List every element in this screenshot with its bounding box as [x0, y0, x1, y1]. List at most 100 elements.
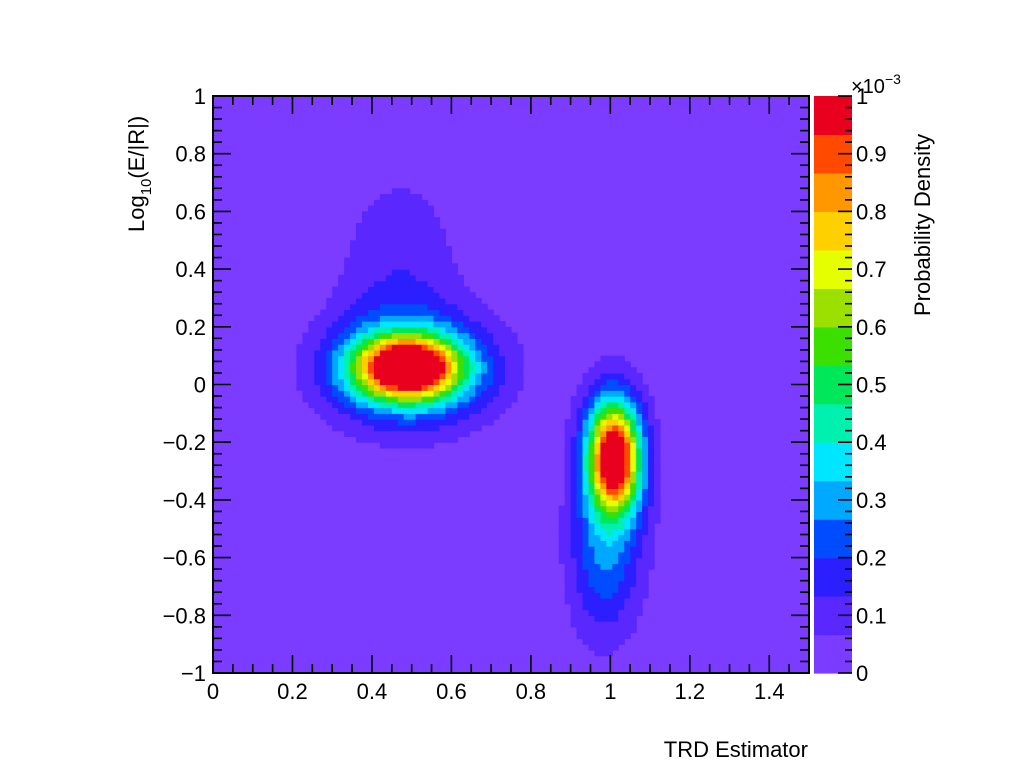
heatmap-cell — [487, 355, 494, 363]
heatmap-cell — [373, 280, 381, 288]
color-scale-segment — [814, 394, 852, 405]
heatmap-cell — [606, 361, 613, 368]
heatmap-cell — [385, 274, 393, 282]
heatmap-cell — [391, 251, 399, 259]
heatmap-cell — [421, 396, 429, 403]
heatmap-cell — [302, 378, 309, 386]
heatmap-cell — [600, 546, 607, 553]
heatmap-cell — [367, 349, 375, 357]
heatmap-cell — [612, 424, 619, 432]
heatmap-cell — [421, 372, 429, 380]
heatmap-cell — [397, 355, 405, 363]
heatmap-cell — [403, 211, 411, 218]
heatmap-cell — [433, 384, 441, 391]
heatmap-cell — [594, 644, 601, 651]
heatmap-cell — [564, 430, 572, 438]
heatmap-cell — [379, 292, 387, 299]
heatmap-cell — [612, 355, 619, 363]
heatmap-cell — [654, 476, 661, 484]
heatmap-cell — [421, 269, 429, 276]
heatmap-cell — [362, 378, 369, 386]
heatmap-cell — [475, 396, 482, 403]
heatmap-cell — [433, 424, 441, 432]
heatmap-cell — [463, 349, 470, 357]
heatmap-cell — [350, 292, 357, 299]
heatmap-cell — [630, 603, 637, 611]
heatmap-cell — [576, 615, 584, 622]
heatmap-cell — [362, 413, 369, 420]
heatmap-cell — [475, 309, 482, 316]
heatmap-cell — [642, 447, 649, 455]
heatmap-cell — [379, 228, 387, 236]
heatmap-cell — [397, 274, 405, 282]
heatmap-cell — [564, 482, 572, 489]
heatmap-cell — [511, 384, 518, 391]
heatmap-cell — [564, 447, 572, 455]
heatmap-cell — [373, 217, 381, 224]
heatmap-cell — [367, 240, 375, 247]
heatmap-cell — [427, 401, 435, 409]
heatmap-cell — [570, 574, 578, 582]
heatmap-cell — [475, 390, 482, 397]
heatmap-cell — [481, 303, 488, 311]
heatmap-cell — [612, 436, 619, 443]
heatmap-cell — [385, 436, 393, 443]
heatmap-cell — [630, 522, 637, 530]
heatmap-cell — [588, 551, 596, 559]
heatmap-cell — [612, 569, 619, 576]
heatmap-cell — [338, 292, 345, 299]
heatmap-cell — [379, 269, 387, 276]
heatmap-cell — [385, 309, 393, 316]
heatmap-cell — [648, 471, 655, 478]
heatmap-cell — [409, 274, 417, 282]
heatmap-cell — [433, 251, 441, 259]
heatmap-cell — [475, 321, 482, 328]
heatmap-cell — [445, 372, 452, 380]
heatmap-cell — [576, 603, 584, 611]
heatmap-cell — [624, 384, 631, 391]
heatmap-cell — [391, 396, 399, 403]
y-tick-label: −0.8 — [163, 603, 206, 628]
heatmap-cell — [391, 211, 399, 218]
heatmap-cell — [600, 626, 607, 634]
heatmap-cell — [648, 505, 655, 513]
heatmap-cell — [421, 367, 429, 374]
color-scale-segment — [814, 615, 852, 626]
heatmap-cell — [564, 534, 572, 541]
heatmap-cell — [391, 361, 399, 368]
heatmap-cell — [600, 378, 607, 386]
heatmap-cell — [403, 326, 411, 334]
heatmap-cell — [421, 413, 429, 420]
heatmap-cell — [391, 217, 399, 224]
heatmap-cell — [606, 488, 613, 495]
heatmap-cell — [642, 401, 649, 409]
heatmap-cell — [594, 494, 601, 501]
heatmap-cell — [600, 540, 607, 547]
heatmap-cell — [308, 344, 315, 351]
heatmap-cell — [427, 228, 435, 236]
heatmap-cell — [385, 234, 393, 241]
heatmap-cell — [606, 419, 613, 426]
heatmap-cell — [427, 430, 435, 438]
heatmap-cell — [403, 321, 411, 328]
heatmap-cell — [570, 401, 578, 409]
heatmap-cell — [642, 413, 649, 420]
heatmap-cell — [385, 194, 393, 201]
heatmap-cell — [385, 419, 393, 426]
heatmap-cell — [362, 222, 369, 230]
heatmap-cell — [648, 396, 655, 403]
heatmap-cell — [350, 246, 357, 253]
heatmap-cell — [618, 424, 625, 432]
heatmap-cell — [648, 522, 655, 530]
heatmap-cell — [618, 522, 625, 530]
heatmap-cell — [344, 292, 351, 299]
heatmap-cell — [648, 430, 655, 438]
heatmap-cell — [445, 361, 452, 368]
heatmap-cell — [493, 372, 500, 380]
heatmap-cell — [379, 280, 387, 288]
heatmap-cell — [630, 626, 637, 634]
heatmap-cell — [624, 482, 631, 489]
heatmap-cell — [612, 482, 619, 489]
heatmap-cell — [487, 384, 494, 391]
heatmap-cell — [612, 396, 619, 403]
